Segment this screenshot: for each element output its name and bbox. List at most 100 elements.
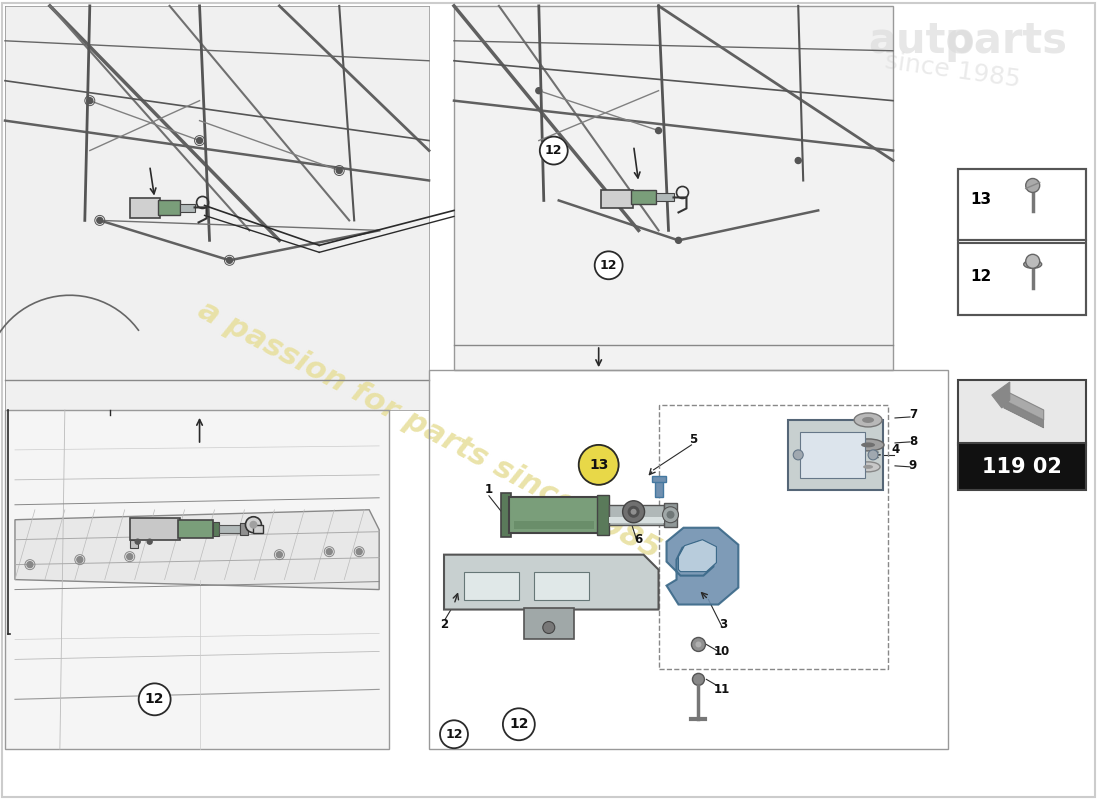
Text: 12: 12 [544, 144, 562, 157]
Text: 12: 12 [600, 258, 617, 272]
Bar [454, 6, 893, 370]
Bar [500, 493, 510, 537]
Circle shape [630, 509, 637, 514]
Circle shape [503, 708, 535, 740]
Circle shape [147, 539, 152, 544]
Bar [630, 190, 656, 205]
Text: 11: 11 [713, 683, 729, 696]
Circle shape [77, 557, 82, 562]
Circle shape [868, 450, 878, 460]
Bar [608, 505, 663, 525]
Circle shape [656, 128, 661, 134]
Ellipse shape [864, 465, 873, 469]
Circle shape [542, 622, 554, 634]
Circle shape [1025, 254, 1040, 268]
Bar [219, 525, 241, 533]
Circle shape [795, 158, 801, 163]
Ellipse shape [852, 439, 884, 451]
Text: 12: 12 [509, 718, 529, 731]
Bar [659, 405, 888, 670]
Circle shape [26, 562, 33, 568]
Circle shape [276, 552, 283, 558]
Text: 1: 1 [485, 483, 493, 496]
Bar [524, 607, 574, 639]
Text: 119 02: 119 02 [982, 457, 1062, 477]
Bar [6, 410, 389, 750]
Bar [596, 494, 608, 534]
Ellipse shape [862, 417, 874, 423]
Text: since 1985: since 1985 [883, 50, 1022, 92]
Text: 6: 6 [635, 533, 642, 546]
Text: 13: 13 [970, 192, 991, 207]
Circle shape [628, 506, 639, 518]
Circle shape [695, 642, 702, 647]
Ellipse shape [856, 462, 880, 472]
Text: parts: parts [945, 20, 1068, 62]
Text: 2: 2 [440, 618, 448, 631]
Text: 5: 5 [690, 434, 697, 446]
Circle shape [662, 506, 679, 522]
Text: 7: 7 [909, 409, 917, 422]
Text: 12: 12 [145, 692, 164, 706]
Bar [789, 420, 883, 490]
Polygon shape [1004, 400, 1044, 428]
Text: 12: 12 [970, 269, 991, 284]
Ellipse shape [1024, 260, 1042, 268]
Circle shape [126, 554, 133, 560]
Bar [958, 243, 1086, 315]
Text: 10: 10 [713, 645, 729, 658]
Circle shape [245, 517, 262, 533]
Polygon shape [1004, 390, 1044, 420]
Text: 4: 4 [892, 443, 900, 456]
Circle shape [327, 549, 332, 554]
Bar [514, 521, 594, 529]
Bar [212, 522, 219, 536]
Bar [179, 205, 195, 213]
Circle shape [667, 510, 674, 518]
Text: 3: 3 [719, 618, 727, 631]
Polygon shape [667, 528, 738, 605]
Bar [177, 520, 212, 538]
Polygon shape [130, 198, 159, 218]
Bar [958, 169, 1086, 240]
Circle shape [536, 88, 542, 94]
Bar [800, 432, 865, 478]
Circle shape [692, 638, 705, 651]
Circle shape [675, 238, 682, 243]
Circle shape [97, 218, 102, 223]
Text: 9: 9 [909, 459, 917, 472]
Circle shape [540, 137, 568, 165]
Circle shape [356, 549, 362, 554]
Circle shape [227, 258, 232, 263]
Text: 13: 13 [588, 458, 608, 472]
Bar [454, 6, 893, 370]
Bar [130, 518, 179, 540]
Circle shape [693, 674, 704, 686]
Circle shape [623, 501, 645, 522]
Circle shape [595, 251, 623, 279]
Ellipse shape [861, 442, 876, 447]
Polygon shape [992, 382, 1010, 408]
Bar [654, 477, 662, 497]
Circle shape [250, 521, 257, 529]
Text: auto: auto [868, 20, 975, 62]
Text: 12: 12 [446, 728, 463, 741]
Circle shape [139, 683, 170, 715]
Bar [6, 410, 389, 750]
Bar [958, 169, 1086, 315]
Bar [130, 540, 138, 548]
Bar [464, 572, 519, 599]
Circle shape [87, 98, 92, 104]
Bar [253, 525, 263, 533]
Text: a passion for parts since 1985: a passion for parts since 1985 [192, 295, 666, 565]
Circle shape [197, 138, 202, 143]
Bar [6, 6, 429, 410]
Polygon shape [15, 510, 379, 590]
Bar [509, 497, 598, 533]
Circle shape [135, 539, 140, 544]
Bar [958, 380, 1086, 445]
Bar [656, 194, 673, 202]
Circle shape [1025, 178, 1040, 193]
Circle shape [793, 450, 803, 460]
Polygon shape [679, 540, 716, 572]
